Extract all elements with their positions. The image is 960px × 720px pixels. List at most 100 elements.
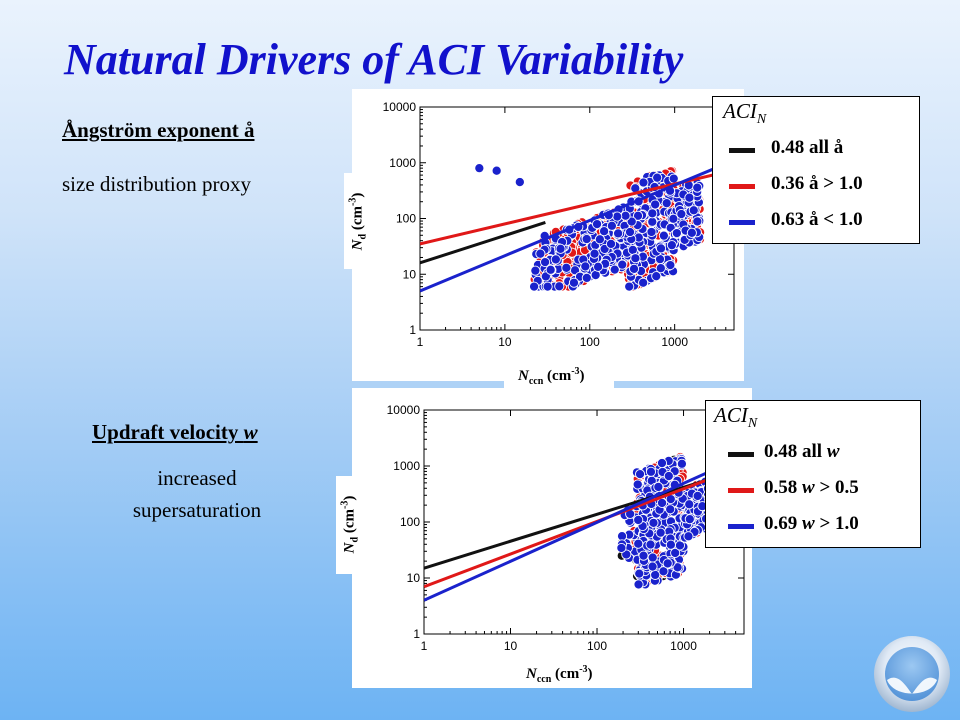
updraft-description: increased supersaturation xyxy=(82,462,312,526)
angstrom-scatter-plot: 1 10 100 1000 1 10 100 1000 10000 xyxy=(383,100,735,349)
scatter-point xyxy=(627,244,638,255)
scatter-point xyxy=(648,517,659,528)
scatter-point xyxy=(672,562,683,573)
scatter-point xyxy=(666,240,677,251)
y-tick-label: 1000 xyxy=(389,156,416,170)
updraft-scatter-plot: 1 10 100 1000 1 10 100 1000 10000 xyxy=(387,403,745,653)
scatter-point xyxy=(594,234,605,245)
scatter-point xyxy=(581,233,592,245)
black-line-swatch xyxy=(728,452,754,457)
x-tick-label: 1 xyxy=(417,335,424,349)
scatter-point xyxy=(692,216,703,227)
scatter-point xyxy=(626,216,637,227)
scatter-point xyxy=(662,558,673,569)
noaa-logo xyxy=(872,634,952,714)
scatter-point xyxy=(651,271,662,282)
updraft-description-line: increased xyxy=(157,466,237,490)
red-line-swatch xyxy=(729,184,755,189)
scatter-point xyxy=(638,550,649,561)
scatter-point xyxy=(671,228,682,239)
scatter-point-outlier xyxy=(474,163,485,174)
scatter-point xyxy=(633,538,644,549)
scatter-point xyxy=(655,243,667,254)
noaa-logo-icon xyxy=(874,636,950,712)
updraft-ylabel-box: Nd (cm-3) xyxy=(336,476,364,574)
angstrom-legend-item-gt1: 0.36 å > 1.0 xyxy=(729,173,929,199)
scatter-point xyxy=(590,270,601,281)
scatter-point xyxy=(658,230,669,241)
angstrom-legend-item-lt1: 0.63 å < 1.0 xyxy=(729,209,929,235)
y-tick-label: 1 xyxy=(413,627,420,641)
y-tick-label: 10000 xyxy=(387,403,421,417)
scatter-point xyxy=(663,470,674,482)
angstrom-description: size distribution proxy xyxy=(62,172,251,196)
scatter-point xyxy=(529,281,540,292)
scatter-point xyxy=(653,481,664,492)
black-line-swatch xyxy=(729,148,755,153)
angstrom-legend-title: ACIN xyxy=(723,99,767,128)
scatter-point xyxy=(656,458,668,469)
scatter-point xyxy=(665,504,676,515)
scatter-point xyxy=(632,210,644,221)
scatter-point xyxy=(665,539,676,550)
y-tick-label: 1000 xyxy=(393,459,420,473)
updraft-ylabel: Nd (cm-3) xyxy=(339,495,361,554)
scatter-point-outlier xyxy=(491,165,502,176)
scatter-point xyxy=(650,569,661,580)
y-tick-label: 1 xyxy=(409,323,416,337)
scatter-point xyxy=(638,277,649,288)
scatter-point xyxy=(630,253,641,264)
scatter-point xyxy=(683,531,694,542)
scatter-point xyxy=(535,248,546,259)
updraft-legend-item-gt1: 0.69 w > 1.0 xyxy=(728,513,928,539)
y-tick-label: 10 xyxy=(403,267,417,281)
scatter-point xyxy=(632,479,643,490)
scatter-point xyxy=(633,514,644,526)
scatter-point xyxy=(668,213,679,224)
scatter-point-outlier xyxy=(514,177,525,188)
scatter-point xyxy=(692,182,703,193)
scatter-point xyxy=(624,281,635,292)
updraft-legend-item-all: 0.48 all w xyxy=(728,441,928,467)
scatter-point xyxy=(616,542,627,554)
updraft-description-line: supersaturation xyxy=(132,498,262,522)
updraft-plot-panel: 1 10 100 1000 1 10 100 1000 10000 xyxy=(352,388,752,688)
fit-line xyxy=(420,221,546,265)
scatter-point xyxy=(647,208,658,219)
y-tick-label: 100 xyxy=(400,515,420,529)
angstrom-heading: Ångström exponent å xyxy=(62,118,255,142)
fit-line xyxy=(424,464,744,589)
y-tick-label: 10 xyxy=(407,571,421,585)
x-tick-label: 100 xyxy=(587,639,607,653)
scatter-point xyxy=(645,539,656,550)
legend-label: 0.48 all w xyxy=(764,441,840,462)
scatter-point xyxy=(668,173,679,184)
angstrom-legend-item-all: 0.48 all å xyxy=(729,137,929,163)
x-tick-label: 10 xyxy=(498,335,512,349)
x-tick-label: 100 xyxy=(580,335,600,349)
scatter-point xyxy=(684,192,695,203)
scatter-point xyxy=(688,205,699,216)
scatter-point xyxy=(658,566,669,577)
scatter-point xyxy=(646,226,657,238)
scatter-point xyxy=(591,219,603,230)
scatter-point xyxy=(647,561,658,572)
scatter-point xyxy=(638,177,649,188)
scatter-point xyxy=(540,257,551,268)
scatter-point xyxy=(609,264,620,275)
y-tick-label: 10000 xyxy=(383,100,417,114)
scatter-point xyxy=(650,199,661,210)
blue-line-swatch xyxy=(728,524,754,529)
scatter-point xyxy=(661,198,672,209)
legend-label: 0.58 w > 0.5 xyxy=(764,477,859,498)
scatter-point xyxy=(589,248,600,259)
scatter-point xyxy=(676,458,687,469)
updraft-heading: Updraft velocity w xyxy=(92,420,258,444)
scatter-point xyxy=(561,262,572,273)
scatter-point xyxy=(684,514,695,525)
scatter-point xyxy=(624,226,636,238)
scatter-point xyxy=(628,263,640,274)
y-tick-label: 100 xyxy=(396,212,416,226)
fit-line xyxy=(420,159,734,293)
scatter-point xyxy=(617,259,628,270)
